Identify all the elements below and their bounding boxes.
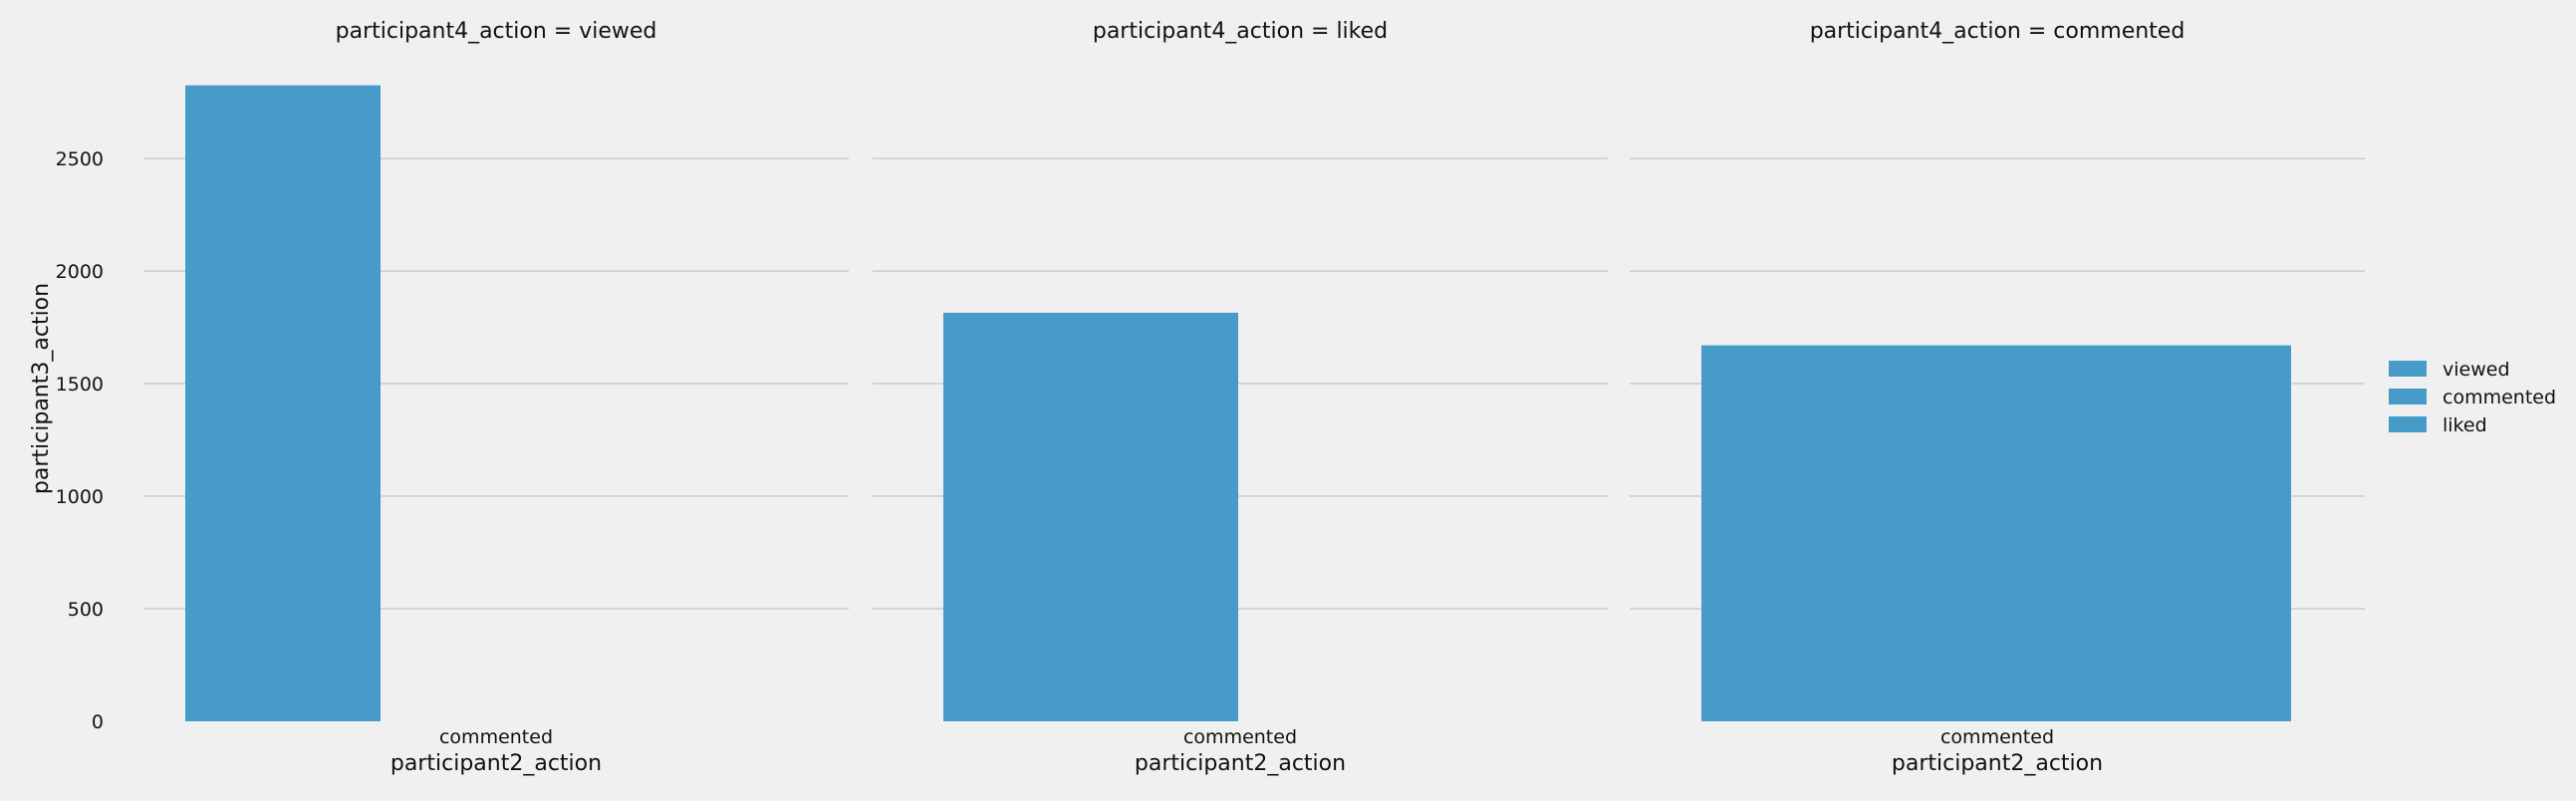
y-axis-label: participant3_action	[29, 283, 54, 494]
x-tick-label: commented	[439, 726, 553, 748]
y-tick-label: 1500	[56, 374, 104, 396]
y-tick-label: 1000	[56, 486, 104, 508]
legend-swatch	[2389, 361, 2427, 377]
facet-panel-3: participant4_action = commented commented…	[1630, 19, 2365, 776]
legend-label: commented	[2443, 387, 2556, 408]
legend: viewed commented liked	[2389, 359, 2556, 436]
y-tick-label: 500	[68, 599, 104, 621]
x-axis-label: participant2_action	[390, 751, 602, 776]
bar-viewed-commented	[1701, 345, 2291, 721]
y-tick-label: 2000	[56, 261, 104, 283]
panels-layer: 0 500 1000 1500 2000 2500 participant4_action …	[56, 19, 2365, 776]
legend-item-commented: commented	[2389, 387, 2556, 408]
x-tick-label: commented	[1183, 726, 1297, 748]
legend-item-viewed: viewed	[2389, 359, 2510, 381]
legend-swatch	[2389, 389, 2427, 404]
bar-viewed-commented	[943, 312, 1238, 721]
panel-title: participant4_action = commented	[1810, 19, 2186, 44]
x-tick-label: commented	[1940, 726, 2054, 748]
legend-swatch	[2389, 416, 2427, 432]
facet-panel-1: 0 500 1000 1500 2000 2500 participant4_action …	[56, 19, 849, 776]
legend-label: liked	[2443, 414, 2487, 436]
y-tick-label: 2500	[56, 148, 104, 170]
x-axis-label: participant2_action	[1892, 751, 2103, 776]
x-axis-label: participant2_action	[1135, 751, 1346, 776]
bar-viewed-commented	[185, 85, 381, 722]
facet-panel-2: participant4_action = liked commented part…	[873, 19, 1608, 776]
legend-item-liked: liked	[2389, 414, 2487, 436]
y-tick-label: 0	[92, 711, 104, 733]
legend-label: viewed	[2443, 359, 2510, 381]
panel-title: participant4_action = viewed	[336, 19, 657, 44]
panel-title: participant4_action = liked	[1093, 19, 1388, 44]
